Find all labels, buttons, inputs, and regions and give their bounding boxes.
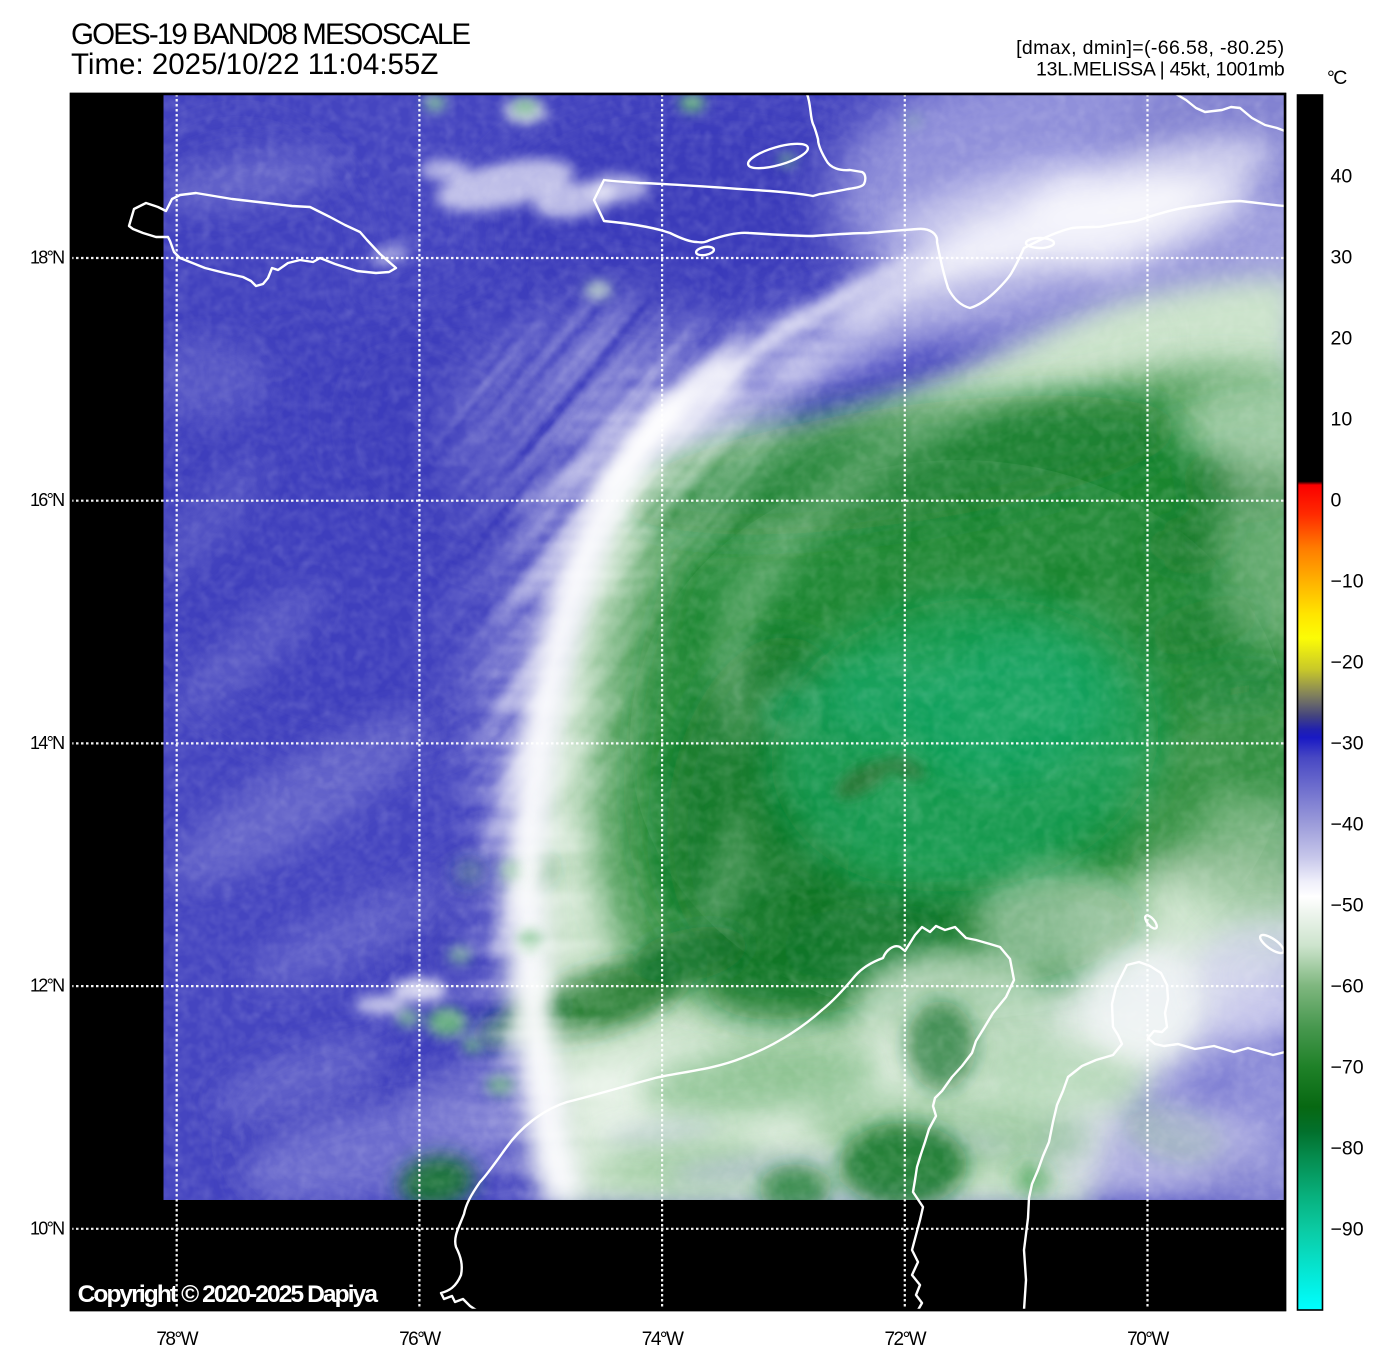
svg-text:20: 20 — [1331, 328, 1353, 350]
svg-text:16°N: 16°N — [30, 490, 64, 510]
svg-text:78°W: 78°W — [156, 1329, 198, 1350]
svg-text:12°N: 12°N — [30, 976, 64, 996]
svg-text:14°N: 14°N — [30, 733, 64, 753]
svg-text:−10: −10 — [1331, 571, 1364, 593]
svg-text:−90: −90 — [1331, 1219, 1364, 1241]
svg-text:−60: −60 — [1331, 976, 1364, 998]
svg-text:−30: −30 — [1331, 733, 1364, 755]
svg-text:−70: −70 — [1331, 1057, 1364, 1079]
svg-text:40: 40 — [1331, 166, 1353, 188]
svg-text:[dmax, dmin]=(-66.58, -80.25): [dmax, dmin]=(-66.58, -80.25) — [1016, 37, 1284, 59]
svg-text:10°N: 10°N — [30, 1218, 64, 1238]
svg-text:74°W: 74°W — [642, 1329, 684, 1350]
svg-text:30: 30 — [1331, 247, 1353, 269]
svg-text:70°W: 70°W — [1127, 1329, 1169, 1350]
svg-text:−40: −40 — [1331, 814, 1364, 836]
svg-text:18°N: 18°N — [30, 248, 64, 268]
svg-text:0: 0 — [1331, 490, 1342, 512]
svg-text:−80: −80 — [1331, 1138, 1364, 1160]
svg-text:°C: °C — [1327, 67, 1347, 89]
svg-text:13L.MELISSA | 45kt, 1001mb: 13L.MELISSA | 45kt, 1001mb — [1036, 58, 1285, 80]
svg-text:76°W: 76°W — [399, 1329, 441, 1350]
svg-text:−50: −50 — [1331, 895, 1364, 917]
svg-text:GOES-19 BAND08 MESOSCALE: GOES-19 BAND08 MESOSCALE — [71, 18, 470, 51]
svg-text:10: 10 — [1331, 409, 1353, 431]
svg-text:−20: −20 — [1331, 652, 1364, 674]
svg-text:Copyright © 2020-2025 Dapiya: Copyright © 2020-2025 Dapiya — [78, 1281, 379, 1308]
svg-text:Time: 2025/10/22 11:04:55Z: Time: 2025/10/22 11:04:55Z — [71, 48, 438, 81]
svg-text:72°W: 72°W — [884, 1329, 926, 1350]
